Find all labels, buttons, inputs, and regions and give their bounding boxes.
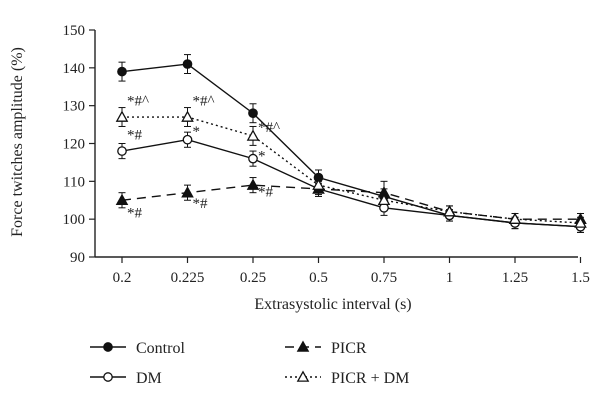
- x-tick-label: 1.25: [502, 270, 528, 286]
- data-point: [181, 186, 194, 198]
- x-tick-label: 0.225: [171, 270, 205, 286]
- data-point: [248, 108, 258, 119]
- data-point: [246, 129, 260, 141]
- data-point: [182, 134, 193, 145]
- significance-annotation: *#^: [258, 120, 280, 136]
- series-line: [121, 138, 581, 228]
- legend-label: PICR + DM: [331, 370, 409, 387]
- legend-marker: [296, 340, 310, 352]
- legend-marker: [296, 370, 310, 382]
- significance-annotation: *#: [193, 196, 209, 212]
- data-point: [181, 110, 194, 122]
- x-tick-label: 1.5: [571, 270, 590, 286]
- y-tick-label: 90: [70, 250, 85, 266]
- x-tick-label: 0.25: [240, 270, 266, 286]
- axes: 90 100 110 120 130 140 150 0.2 0.225 0.25 0.5 0.75 1…: [63, 23, 590, 286]
- legend-item-dm: DM: [90, 370, 162, 387]
- significance-annotation: *#: [127, 205, 143, 221]
- y-tick-label: 140: [63, 61, 86, 77]
- series-line: [122, 116, 581, 224]
- significance-annotation: *#: [127, 128, 143, 144]
- y-tick-label: 150: [63, 23, 86, 39]
- y-tick-label: 130: [63, 99, 86, 115]
- y-tick-label: 100: [63, 212, 86, 228]
- x-tick-label: 1: [446, 270, 454, 286]
- series-line: [121, 63, 581, 228]
- data-point: [117, 66, 127, 77]
- legend-item-picr: PICR: [285, 340, 367, 357]
- data-point: [117, 146, 127, 156]
- data-point: [182, 59, 193, 69]
- legend-marker: [103, 372, 113, 382]
- legend-item-picr-dm: PICR + DM: [285, 370, 409, 387]
- significance-annotation: *: [258, 149, 266, 165]
- data-point: [246, 178, 260, 190]
- legend-label: PICR: [331, 340, 367, 357]
- legend: Control DM PICR PICR + DM: [90, 340, 409, 387]
- data-point: [443, 205, 456, 217]
- x-tick-label: 0.75: [371, 270, 397, 286]
- legend-item-control: Control: [90, 340, 185, 357]
- series-layer: [115, 54, 587, 233]
- y-tick-label: 110: [63, 174, 85, 190]
- series-line: [121, 184, 581, 220]
- data-point: [312, 178, 325, 190]
- data-point: [508, 212, 522, 224]
- annotations: *#^ *# *# *#^ * *# *#^ * *#: [127, 94, 280, 222]
- x-axis-title: Extrasystolic interval (s): [254, 296, 411, 313]
- legend-label: Control: [136, 340, 185, 357]
- data-point: [377, 193, 391, 206]
- x-tick-label: 0.2: [113, 270, 132, 286]
- series-picr-dm: [118, 107, 584, 230]
- significance-annotation: *#^: [193, 94, 215, 110]
- significance-annotation: *#^: [127, 94, 149, 110]
- legend-label: DM: [136, 370, 162, 387]
- data-point: [574, 216, 587, 228]
- significance-annotation: *#: [258, 184, 274, 200]
- x-tick-label: 0.5: [309, 270, 328, 286]
- significance-annotation: *: [193, 124, 201, 140]
- data-point: [248, 153, 258, 164]
- y-axis-title: Force twitches amplitude (%): [9, 47, 26, 237]
- y-tick-label: 120: [63, 137, 86, 153]
- data-point: [115, 110, 129, 122]
- data-point: [115, 193, 129, 206]
- legend-marker: [103, 342, 113, 352]
